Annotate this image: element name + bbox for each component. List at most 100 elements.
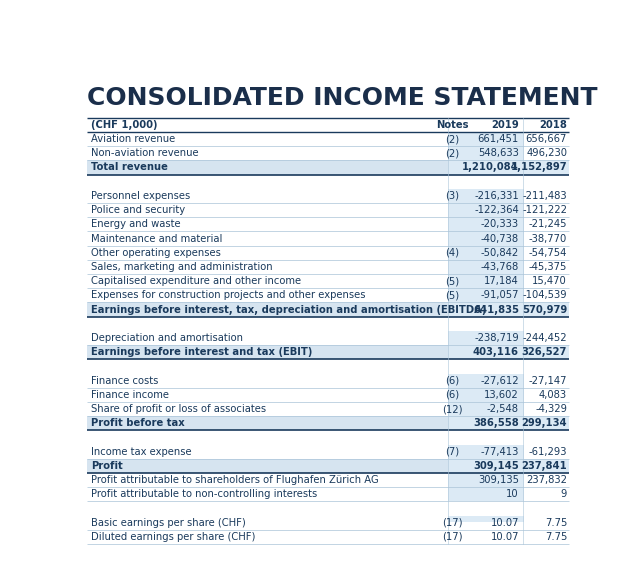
Text: -121,222: -121,222 bbox=[522, 205, 567, 215]
Text: Non-aviation revenue: Non-aviation revenue bbox=[92, 148, 199, 158]
Bar bbox=[448, 345, 568, 359]
Text: (2): (2) bbox=[445, 134, 459, 144]
Text: Earnings before interest, tax, depreciation and amortisation (EBITDA): Earnings before interest, tax, depreciat… bbox=[92, 305, 487, 315]
Text: 15,470: 15,470 bbox=[532, 276, 567, 286]
Text: 1,152,897: 1,152,897 bbox=[511, 162, 567, 172]
Text: (12): (12) bbox=[442, 404, 462, 414]
Text: 656,667: 656,667 bbox=[525, 134, 567, 144]
Text: Maintenance and material: Maintenance and material bbox=[92, 233, 223, 244]
Text: 403,116: 403,116 bbox=[473, 347, 519, 357]
Text: Personnel expenses: Personnel expenses bbox=[92, 191, 191, 201]
Text: Notes: Notes bbox=[436, 120, 468, 130]
Text: 548,633: 548,633 bbox=[478, 148, 519, 158]
Text: (7): (7) bbox=[445, 447, 459, 456]
Text: 9: 9 bbox=[561, 489, 567, 499]
Text: 17,184: 17,184 bbox=[484, 276, 519, 286]
Text: Expenses for construction projects and other expenses: Expenses for construction projects and o… bbox=[92, 291, 366, 301]
Bar bbox=[448, 530, 524, 544]
Bar bbox=[448, 146, 524, 161]
Text: (3): (3) bbox=[445, 191, 459, 201]
Text: 661,451: 661,451 bbox=[477, 134, 519, 144]
Text: 4,083: 4,083 bbox=[539, 390, 567, 400]
Text: Basic earnings per share (CHF): Basic earnings per share (CHF) bbox=[92, 518, 246, 528]
Bar bbox=[448, 331, 524, 345]
Text: Energy and waste: Energy and waste bbox=[92, 219, 181, 229]
Text: -4,329: -4,329 bbox=[535, 404, 567, 414]
Text: (CHF 1,000): (CHF 1,000) bbox=[92, 120, 158, 130]
Text: 641,835: 641,835 bbox=[473, 305, 519, 315]
Text: -38,770: -38,770 bbox=[529, 233, 567, 244]
Text: 7.75: 7.75 bbox=[545, 518, 567, 528]
Text: Finance income: Finance income bbox=[92, 390, 170, 400]
Text: 7.75: 7.75 bbox=[545, 532, 567, 542]
Text: 309,145: 309,145 bbox=[473, 461, 519, 471]
Text: 237,832: 237,832 bbox=[526, 475, 567, 485]
Text: 10.07: 10.07 bbox=[490, 518, 519, 528]
Text: Diluted earnings per share (CHF): Diluted earnings per share (CHF) bbox=[92, 532, 256, 542]
Bar bbox=[448, 302, 568, 316]
Text: Capitalised expenditure and other income: Capitalised expenditure and other income bbox=[92, 276, 301, 286]
Text: Profit attributable to non-controlling interests: Profit attributable to non-controlling i… bbox=[92, 489, 317, 499]
Bar bbox=[88, 161, 568, 175]
Bar bbox=[448, 416, 568, 430]
Bar bbox=[448, 203, 524, 217]
Text: 2018: 2018 bbox=[539, 120, 567, 130]
Bar bbox=[88, 416, 568, 430]
Bar bbox=[88, 459, 568, 473]
Text: -50,842: -50,842 bbox=[481, 248, 519, 258]
Text: Share of profit or loss of associates: Share of profit or loss of associates bbox=[92, 404, 266, 414]
Bar bbox=[448, 445, 524, 459]
Text: 13,602: 13,602 bbox=[484, 390, 519, 400]
Text: -54,754: -54,754 bbox=[529, 248, 567, 258]
Bar bbox=[448, 246, 524, 260]
Bar bbox=[448, 402, 524, 416]
Text: 299,134: 299,134 bbox=[522, 418, 567, 428]
Text: 496,230: 496,230 bbox=[526, 148, 567, 158]
Bar bbox=[448, 274, 524, 288]
Text: Aviation revenue: Aviation revenue bbox=[92, 134, 175, 144]
Text: (17): (17) bbox=[442, 518, 462, 528]
Text: 386,558: 386,558 bbox=[473, 418, 519, 428]
Text: -21,245: -21,245 bbox=[529, 219, 567, 229]
Text: 570,979: 570,979 bbox=[522, 305, 567, 315]
Text: -61,293: -61,293 bbox=[529, 447, 567, 456]
Text: Depreciation and amortisation: Depreciation and amortisation bbox=[92, 333, 243, 343]
Bar bbox=[88, 302, 568, 316]
Text: -122,364: -122,364 bbox=[474, 205, 519, 215]
Text: Sales, marketing and administration: Sales, marketing and administration bbox=[92, 262, 273, 272]
Text: (17): (17) bbox=[442, 532, 462, 542]
Text: (6): (6) bbox=[445, 376, 459, 386]
Bar bbox=[448, 161, 568, 175]
Text: -244,452: -244,452 bbox=[522, 333, 567, 343]
Text: -43,768: -43,768 bbox=[481, 262, 519, 272]
Text: 2019: 2019 bbox=[492, 120, 519, 130]
Text: CONSOLIDATED INCOME STATEMENT: CONSOLIDATED INCOME STATEMENT bbox=[88, 86, 598, 110]
Bar bbox=[448, 132, 524, 146]
Text: -211,483: -211,483 bbox=[522, 191, 567, 201]
Text: (5): (5) bbox=[445, 291, 459, 301]
Bar bbox=[88, 345, 568, 359]
Text: -27,612: -27,612 bbox=[481, 376, 519, 386]
Text: -77,413: -77,413 bbox=[481, 447, 519, 456]
Text: Income tax expense: Income tax expense bbox=[92, 447, 192, 456]
Text: -216,331: -216,331 bbox=[474, 191, 519, 201]
Bar bbox=[448, 388, 524, 402]
Text: 1,210,084: 1,210,084 bbox=[462, 162, 519, 172]
Text: 237,841: 237,841 bbox=[522, 461, 567, 471]
Text: -27,147: -27,147 bbox=[529, 376, 567, 386]
Bar bbox=[448, 516, 524, 530]
Bar bbox=[448, 459, 568, 473]
Text: -91,057: -91,057 bbox=[481, 291, 519, 301]
Text: (2): (2) bbox=[445, 148, 459, 158]
Text: -40,738: -40,738 bbox=[481, 233, 519, 244]
Text: Finance costs: Finance costs bbox=[92, 376, 159, 386]
Text: Profit: Profit bbox=[92, 461, 123, 471]
Bar bbox=[448, 189, 524, 203]
Text: (5): (5) bbox=[445, 276, 459, 286]
Text: Earnings before interest and tax (EBIT): Earnings before interest and tax (EBIT) bbox=[92, 347, 313, 357]
Text: -238,719: -238,719 bbox=[474, 333, 519, 343]
Bar bbox=[448, 217, 524, 231]
Text: 10.07: 10.07 bbox=[490, 532, 519, 542]
Bar bbox=[448, 260, 524, 274]
Text: Total revenue: Total revenue bbox=[92, 162, 168, 172]
